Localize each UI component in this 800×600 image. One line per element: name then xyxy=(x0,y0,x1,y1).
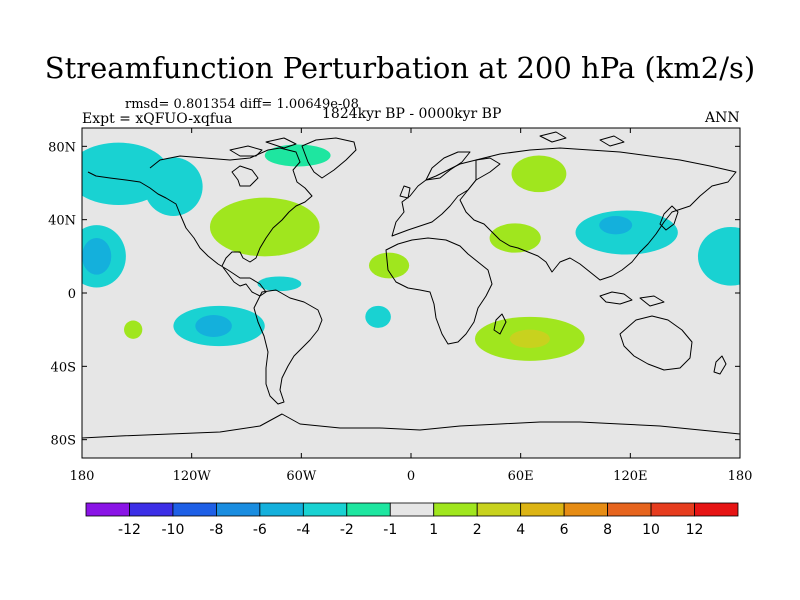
colorbar-label: -8 xyxy=(209,522,223,538)
colorbar-label: -12 xyxy=(118,522,141,538)
contour-fill-layer xyxy=(82,142,740,361)
contour-region-east-asia-core xyxy=(599,216,633,235)
colorbar-label: 6 xyxy=(560,522,569,538)
coast-indonesia xyxy=(599,291,665,307)
y-tick-label: 80N xyxy=(48,140,76,155)
colorbar-swatch xyxy=(215,502,261,517)
experiment-label: Expt = xQFUO-xqfua xyxy=(82,111,233,127)
colorbar-swatch xyxy=(433,502,478,517)
colorbar-label: 4 xyxy=(516,522,525,538)
coast-south-america xyxy=(253,289,323,405)
colorbar-swatch xyxy=(563,502,609,517)
coastlines xyxy=(82,131,740,439)
colorbar-swatch xyxy=(694,502,739,517)
colorbar-label: -6 xyxy=(253,522,267,538)
contour-region-arabia-positive xyxy=(489,223,541,253)
x-tick-label: 180 xyxy=(728,469,753,484)
colorbar-label: 2 xyxy=(473,522,482,538)
contour-region-south-pacific-core xyxy=(195,315,232,337)
colorbar-swatch xyxy=(302,502,348,517)
coast-britain xyxy=(399,185,411,199)
coast-new-zealand xyxy=(713,355,727,375)
colorbar-label: -10 xyxy=(161,522,184,538)
coast-antarctica xyxy=(82,413,740,439)
coast-arctic-islands xyxy=(539,131,625,147)
colorbar-label: 1 xyxy=(429,522,438,538)
x-tick-label: 0 xyxy=(407,469,415,484)
colorbar-swatch xyxy=(650,502,695,517)
colorbar-swatch xyxy=(389,502,435,517)
colorbar-label: 12 xyxy=(686,522,704,538)
colorbar-label: -2 xyxy=(340,522,354,538)
y-tick-label: 80S xyxy=(51,434,76,449)
contour-region-north-america-positive xyxy=(209,197,320,257)
colorbar-swatch xyxy=(476,502,522,517)
contour-region-tropical-atlantic-positive xyxy=(368,252,410,279)
colorbar-swatch xyxy=(346,502,391,517)
y-tick-label: 0 xyxy=(68,287,76,302)
colorbar-label: 8 xyxy=(603,522,612,538)
colorbar-swatch xyxy=(172,502,217,517)
colorbar-swatch xyxy=(85,502,130,517)
contour-region-south-pacific-small xyxy=(124,320,143,339)
y-tick-label: 40S xyxy=(51,360,76,375)
x-tick-label: 180 xyxy=(70,469,95,484)
coast-hudson-bay xyxy=(231,165,259,187)
contour-region-west-pacific-negative xyxy=(697,227,740,286)
x-tick-label: 60E xyxy=(508,469,534,484)
coast-scandinavia xyxy=(425,151,471,181)
coast-africa xyxy=(385,237,493,345)
colorbar-swatch xyxy=(607,502,652,517)
colorbar-label: 10 xyxy=(642,522,660,538)
x-tick-label: 120E xyxy=(613,469,647,484)
colorbar-label: -1 xyxy=(383,522,397,538)
colorbar-label: -4 xyxy=(296,522,310,538)
contour-region-caribbean-negative xyxy=(257,276,302,292)
coast-canadian-islands xyxy=(229,137,297,157)
chart-title: Streamfunction Perturbation at 200 hPa (… xyxy=(44,51,756,85)
colorbar-swatch xyxy=(129,502,174,517)
contour-region-north-pacific-arm xyxy=(144,157,203,217)
coast-north-america xyxy=(87,147,313,297)
colorbar-swatch xyxy=(259,502,304,517)
colorbar: -12 -10 -8 -6 -4 -2 -1 1 2 4 6 8 10 12 xyxy=(85,502,739,538)
coast-japan xyxy=(659,205,679,231)
contour-region-siberia-positive xyxy=(511,155,567,193)
x-tick-label: 60W xyxy=(286,469,317,484)
stats-label: rmsd= 0.801354 diff= 1.00649e-08 xyxy=(125,97,359,112)
coast-madagascar xyxy=(493,313,507,335)
coast-australia xyxy=(619,315,693,371)
contour-region-equatorial-atlantic-negative xyxy=(365,305,391,328)
y-tick-label: 40N xyxy=(48,214,76,229)
x-tick-label: 120W xyxy=(173,469,212,484)
coast-greenland xyxy=(301,137,357,179)
coast-asia xyxy=(459,147,737,281)
period-label: 1824kyr BP - 0000kyr BP xyxy=(322,106,502,122)
contour-region-indian-ocean-core xyxy=(509,329,550,349)
season-label: ANN xyxy=(705,110,740,126)
colorbar-swatch xyxy=(520,502,565,517)
contour-region-east-pacific-core xyxy=(82,238,112,275)
axes-layer: 180 120W 60W 0 60E 120E 180 80N 40N 0 40S 80S xyxy=(48,128,752,484)
